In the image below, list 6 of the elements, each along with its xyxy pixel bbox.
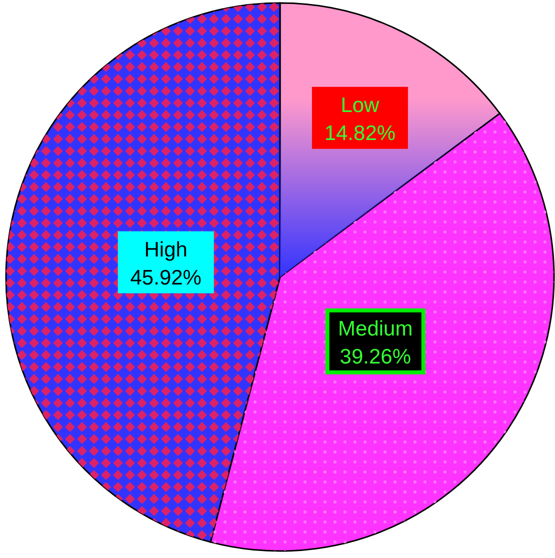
data-label: 14.82% [324,122,396,145]
data-label: 39.26% [340,345,411,368]
data-label: 45.92% [130,266,202,290]
slice-label: High [144,238,188,262]
slice-label: Low [340,94,380,117]
slice-label: Medium [338,317,413,340]
